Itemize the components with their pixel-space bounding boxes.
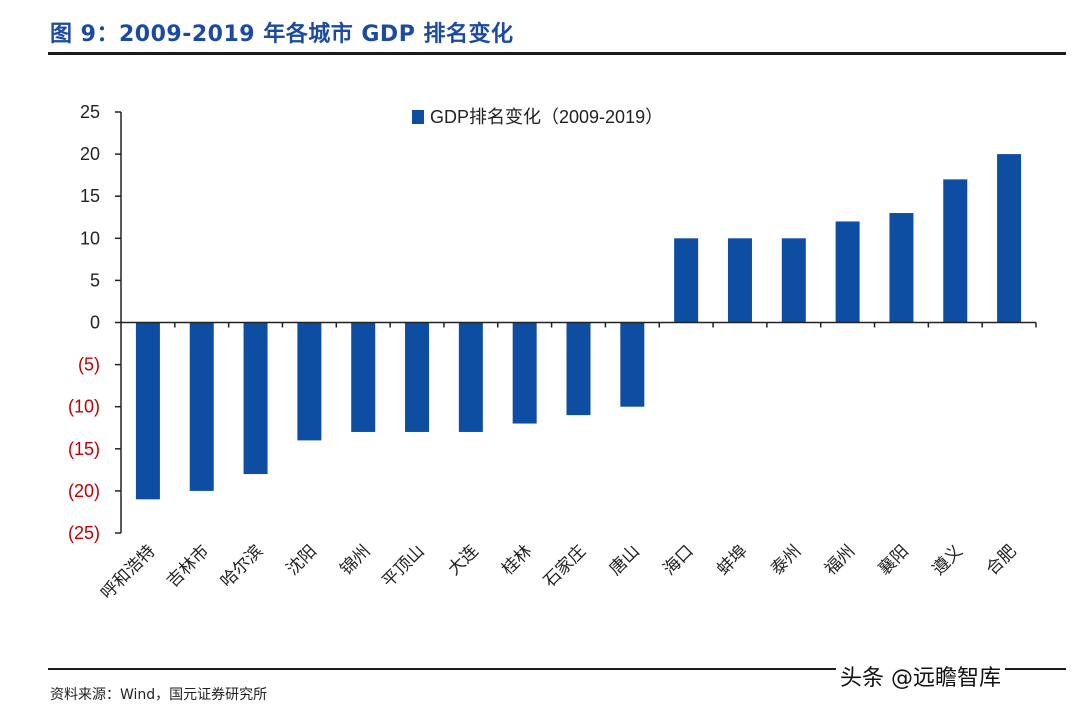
bar-1: [135, 322, 160, 500]
y-tick-label: (10): [68, 397, 100, 417]
x-category-label: 沈阳: [283, 541, 320, 578]
y-tick-label: (25): [68, 523, 100, 543]
y-tick-label: (15): [68, 439, 100, 459]
gdp-rank-bar-chart: 25 20 15 10 5 0 (5) (10) (15) (20) (25) 呼和浩特 吉林市 哈尔滨…: [68, 102, 1037, 603]
legend-swatch: [412, 110, 424, 124]
y-tick-label: 5: [90, 270, 100, 290]
x-category-label: 遵义: [929, 541, 966, 578]
y-tick-label: (5): [78, 355, 100, 375]
x-category-label: 哈尔滨: [217, 541, 266, 590]
x-category-label: 大连: [444, 541, 481, 578]
x-category-label: 呼和浩特: [97, 541, 159, 603]
bar-16: [943, 179, 968, 323]
x-category-label: 襄阳: [874, 541, 912, 579]
legend-label: GDP排名变化（2009-2019）: [430, 107, 663, 127]
bar-15: [889, 213, 914, 323]
bottom-divider: [48, 668, 1066, 670]
figure-title: 图 9：2009-2019 年各城市 GDP 排名变化: [50, 22, 514, 47]
bar-10: [620, 322, 645, 407]
x-category-label: 福州: [821, 541, 858, 578]
bar-13: [781, 238, 806, 323]
source-note: 资料来源：Wind，国元证券研究所: [50, 687, 268, 703]
x-category-label: 蚌埠: [713, 541, 750, 578]
x-category-label: 合肥: [982, 541, 1019, 578]
bar-2: [189, 322, 214, 491]
bar-12: [727, 238, 752, 323]
x-category-label: 泰州: [767, 541, 804, 578]
watermark-text: 头条 @远瞻智库: [836, 660, 1005, 692]
bar-17: [997, 154, 1022, 323]
x-category-label: 海口: [659, 541, 696, 578]
y-tick-label: 0: [90, 313, 100, 333]
y-tick-label: 15: [80, 186, 100, 206]
x-category-label: 吉林市: [163, 541, 212, 590]
x-category-label: 石家庄: [540, 541, 589, 590]
bar-14: [835, 221, 860, 323]
bar-11: [674, 238, 699, 323]
x-category-label: 唐山: [605, 541, 643, 579]
bar-5: [351, 322, 376, 432]
x-category-label: 桂林: [498, 541, 535, 578]
y-tick-label: 20: [80, 144, 100, 164]
bar-3: [243, 322, 268, 475]
bars-layer: [135, 154, 1022, 500]
top-divider: [48, 52, 1066, 55]
bar-7: [458, 322, 483, 432]
bar-9: [566, 322, 591, 416]
bar-6: [405, 322, 430, 432]
chart-legend: GDP排名变化（2009-2019）: [412, 107, 663, 127]
y-axis: 25 20 15 10 5 0 (5) (10) (15) (20) (25): [68, 102, 122, 543]
y-tick-label: (20): [68, 481, 100, 501]
bar-4: [297, 322, 322, 441]
x-category-label: 平顶山: [378, 541, 427, 590]
y-tick-label: 25: [80, 102, 100, 122]
x-category-label: 锦州: [337, 541, 374, 578]
y-tick-label: 10: [80, 228, 100, 248]
bar-8: [512, 322, 537, 424]
